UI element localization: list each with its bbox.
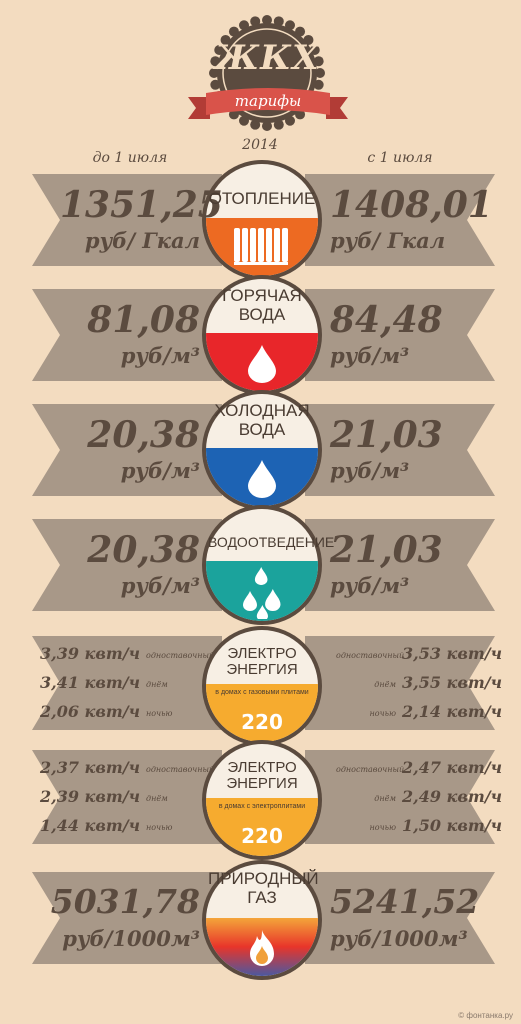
before-value: 20,38 <box>87 529 200 571</box>
service-circle <box>202 160 322 280</box>
flame-icon <box>250 930 274 966</box>
water-drop-icon <box>248 345 276 383</box>
electricity-note: в домах с электроплитами <box>218 803 306 810</box>
before-unit: руб/ Гкал <box>84 228 200 253</box>
voltage-badge: 220 <box>241 824 283 848</box>
header-ribbon <box>188 88 348 119</box>
before-rate-label: ночью <box>146 823 173 832</box>
before-banner <box>32 636 222 730</box>
before-rate: 3,39 квт/ч <box>40 644 141 663</box>
after-rate-label: днём <box>374 794 396 803</box>
service-circle <box>202 626 322 746</box>
before-rate: 2,37 квт/ч <box>40 758 141 777</box>
after-rate-label: днём <box>374 680 396 689</box>
after-value: 21,03 <box>330 414 443 456</box>
before-rate: 2,39 квт/ч <box>40 787 141 806</box>
service-name-line1: ОТОПЛЕНИЕ <box>208 189 316 208</box>
before-rate-label: одноставочный <box>146 765 215 774</box>
before-rate: 3,41 квт/ч <box>40 673 141 692</box>
before-value: 20,38 <box>87 414 200 456</box>
before-banner <box>32 289 222 381</box>
after-value: 84,48 <box>330 299 443 341</box>
water-drops-icon <box>243 567 281 621</box>
electricity-name-line1: ЭЛЕКТРО <box>227 645 297 662</box>
after-unit: руб/м³ <box>330 573 410 598</box>
after-banner <box>305 750 495 844</box>
before-banner <box>32 872 222 964</box>
after-rate: 2,47 квт/ч <box>402 758 503 777</box>
credit: © фонтанка.ру <box>458 1011 513 1020</box>
before-unit: руб/м³ <box>120 343 200 368</box>
after-value: 21,03 <box>330 529 443 571</box>
gas-name-line2: ГАЗ <box>247 888 277 907</box>
after-rate-label: одноставочный <box>336 651 405 660</box>
service-name-line2: ВОДА <box>238 420 286 439</box>
before-value: 1351,25 <box>60 184 223 226</box>
before-banner <box>32 519 222 611</box>
header-ribbon-text: тарифы <box>234 92 302 110</box>
after-unit: руб/м³ <box>330 458 410 483</box>
voltage-badge: 220 <box>241 710 283 734</box>
after-rate-label: ночью <box>369 823 396 832</box>
before-value: 81,08 <box>87 299 200 341</box>
after-banner <box>305 519 495 611</box>
header-title: ЖКХ <box>214 38 320 78</box>
before-column-label: до 1 июля <box>92 150 168 166</box>
header-year: 2014 <box>242 137 278 153</box>
service-icon <box>246 343 278 388</box>
after-value: 1408,01 <box>330 184 493 226</box>
electricity-name-line2: ЭНЕРГИЯ <box>226 775 298 792</box>
service-circle <box>202 860 322 980</box>
service-circle <box>202 740 322 860</box>
gas-before-value: 5031,78 <box>50 882 200 921</box>
service-name-line1: ВОДООТВЕДЕНИЕ <box>208 534 335 550</box>
before-banner <box>32 404 222 496</box>
after-column-label: с 1 июля <box>367 150 433 166</box>
after-rate: 3,53 квт/ч <box>402 644 503 663</box>
before-rate: 1,44 квт/ч <box>40 816 141 835</box>
gas-icon <box>246 928 278 973</box>
service-icon <box>234 228 290 273</box>
after-rate: 2,49 квт/ч <box>402 787 503 806</box>
gas-name-line1: ПРИРОДНЫЙ <box>208 869 319 888</box>
service-name-line2: ВОДА <box>238 305 286 324</box>
after-rate: 3,55 квт/ч <box>402 673 503 692</box>
electricity-note: в домах с газовыми плитами <box>215 689 309 696</box>
service-icon <box>246 458 278 503</box>
before-banner <box>32 174 222 266</box>
water-drop-icon <box>248 460 276 498</box>
service-icon <box>240 567 284 624</box>
after-rate-label: одноставочный <box>336 765 405 774</box>
after-banner <box>305 289 495 381</box>
before-unit: руб/м³ <box>120 573 200 598</box>
electricity-name-line2: ЭНЕРГИЯ <box>226 661 298 678</box>
radiator-icon <box>234 228 288 265</box>
before-unit: руб/м³ <box>120 458 200 483</box>
after-rate: 1,50 квт/ч <box>402 816 503 835</box>
after-unit: руб/ Гкал <box>330 228 446 253</box>
gas-after-value: 5241,52 <box>330 882 480 921</box>
service-circle <box>202 390 322 510</box>
after-rate-label: ночью <box>369 709 396 718</box>
before-rate-label: днём <box>146 794 168 803</box>
after-banner <box>305 174 495 266</box>
gas-after-unit: руб/1000м³ <box>330 926 468 951</box>
service-name-line1: ГОРЯЧАЯ <box>222 286 302 305</box>
gas-before-unit: руб/1000м³ <box>62 926 200 951</box>
after-banner <box>305 404 495 496</box>
before-rate-label: одноставочный <box>146 651 215 660</box>
after-unit: руб/м³ <box>330 343 410 368</box>
after-banner <box>305 636 495 730</box>
before-rate-label: ночью <box>146 709 173 718</box>
before-rate: 2,06 квт/ч <box>40 702 141 721</box>
service-name-line1: ХОЛОДНАЯ <box>214 401 310 420</box>
before-banner <box>32 750 222 844</box>
before-rate-label: днём <box>146 680 168 689</box>
electricity-name-line1: ЭЛЕКТРО <box>227 759 297 776</box>
after-banner <box>305 872 495 964</box>
after-rate: 2,14 квт/ч <box>402 702 503 721</box>
